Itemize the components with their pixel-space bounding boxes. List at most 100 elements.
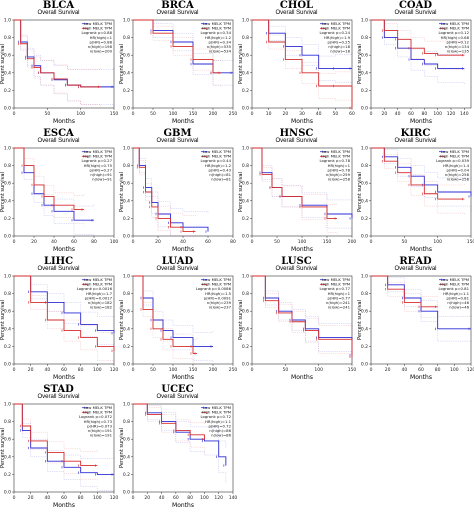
cancer-title: UCEC — [161, 384, 194, 395]
y-tick-label: 0.0 — [361, 234, 368, 240]
y-tick-label: 1.0 — [123, 402, 130, 408]
legend-entry: Low MELK TPM — [322, 277, 350, 282]
legend-entry: Low MELK TPM — [203, 149, 231, 154]
x-tick-label: 100 — [93, 367, 102, 373]
survival-curve-low-melk — [133, 147, 209, 232]
y-tick-label: 0.4 — [4, 198, 11, 204]
y-tick-label: 0.6 — [4, 53, 11, 59]
legend-entry: Low MELK TPM — [441, 277, 469, 282]
legend-entry: n(high)=46 — [447, 300, 469, 305]
y-tick-label: 0.8 — [4, 35, 11, 41]
y-tick-label: 0.8 — [361, 291, 368, 297]
survival-curve-high-melk — [133, 275, 197, 354]
survival-curve-high-melk — [133, 403, 205, 440]
legend-entry: n(high)=81 — [209, 172, 231, 177]
cancer-title: LUSC — [281, 256, 312, 267]
survival-curve-low-melk — [14, 147, 94, 221]
legend-entry: HR(high)=1.5 — [205, 291, 232, 296]
x-tick-label: 100 — [450, 367, 459, 373]
x-tick-label: 40 — [395, 111, 401, 117]
legend-entry: Low MELK TPM — [441, 21, 469, 26]
x-axis-label: Months — [172, 374, 194, 381]
survival-curve-high-melk — [252, 19, 353, 108]
legend-entry: HR(high)=1.2 — [205, 163, 232, 168]
y-tick-label: 0.6 — [361, 309, 368, 315]
x-tick-label: 150 — [467, 239, 474, 245]
x-tick-label: 100 — [433, 111, 442, 117]
x-tick-label: 100 — [314, 367, 323, 373]
chart-subtitle: Overall Survival — [37, 138, 80, 144]
y-tick-label: 0.4 — [123, 70, 130, 76]
plot-frame — [251, 275, 353, 365]
legend-entry: HR(high)=1.1 — [443, 291, 470, 296]
legend-entry: Logrank p=0.34 — [200, 30, 231, 35]
panel-coad: COAD Overall Survival 0.0 0.2 0.4 0.6 0.8 1.0 0 2… — [357, 0, 474, 126]
legend-entry: HR(high)=0.73 — [84, 419, 113, 424]
y-tick-label: 0.4 — [361, 198, 368, 204]
legend-entry: High MELK TPM — [440, 154, 469, 159]
y-tick-label: 0.4 — [123, 454, 130, 460]
x-tick-label: 20 — [381, 111, 387, 117]
x-axis-label: Months — [53, 502, 75, 509]
survival-curve-high-melk — [371, 147, 465, 200]
legend-entry: Logrank p=0.77 — [319, 286, 350, 291]
confidence-band-lower-high — [252, 275, 353, 364]
y-tick-label: 0.2 — [4, 344, 11, 350]
legend-entry: High MELK TPM — [202, 154, 231, 159]
legend-entry: HR(high)=1 — [90, 35, 113, 40]
y-tick-label: 0.8 — [242, 291, 249, 297]
legend-entry: Logrank p=0.072 — [79, 414, 113, 419]
legend-entry: Logrank p=0.0086 — [196, 286, 232, 291]
legend-entry: n(low)=135 — [447, 49, 470, 54]
panel-chol: CHOL Overall Survival 0.0 0.2 0.4 0.6 0.8 1.0 0 1… — [238, 0, 355, 126]
km-plot: 0.0 0.2 0.4 0.6 0.8 1.0 0 20 40 60 80 100 120 Months P… — [0, 274, 119, 382]
chart-subtitle: Overall Survival — [394, 10, 437, 16]
legend-entry: Low MELK TPM — [84, 21, 112, 26]
y-tick-label: 0.4 — [361, 70, 368, 76]
legend-entry: n(low)=237 — [209, 305, 232, 310]
y-tick-label: 0.6 — [361, 53, 368, 59]
x-tick-label: 150 — [189, 111, 198, 117]
confidence-band-upper-low — [371, 147, 472, 181]
y-tick-label: 0.8 — [123, 419, 130, 425]
km-plot: 0.0 0.2 0.4 0.6 0.8 1.0 0 50 100 150 Months Percent… — [357, 146, 474, 254]
cancer-title: ESCA — [43, 128, 74, 139]
y-tick-label: 0.0 — [123, 234, 130, 240]
y-tick-label: 0.6 — [242, 181, 249, 187]
y-tick-label: 0.0 — [4, 234, 11, 240]
legend-entry: Logrank p=0.81 — [438, 286, 469, 291]
confidence-band-upper-high — [133, 19, 222, 61]
confidence-band-upper-low — [14, 275, 115, 318]
confidence-band-lower-high — [252, 19, 353, 108]
legend-entry: High MELK TPM — [83, 282, 112, 287]
legend-entry: HR(high)=1 — [328, 163, 351, 168]
legend-entry: n(low)=258 — [328, 177, 351, 182]
x-tick-label: 120 — [467, 367, 474, 373]
legend-entry: n(low)=81 — [211, 177, 231, 182]
x-tick-label: 120 — [110, 367, 119, 373]
x-tick-label: 100 — [93, 495, 102, 501]
x-tick-label: 20 — [282, 111, 288, 117]
x-axis-label: Months — [53, 246, 75, 253]
y-axis-label: Percent survival — [0, 44, 6, 84]
y-tick-label: 0.8 — [361, 35, 368, 41]
x-tick-label: 250 — [229, 111, 238, 117]
km-plot: 0.0 0.2 0.4 0.6 0.8 1.0 0 10 20 30 40 50 60 Months Per… — [238, 18, 355, 126]
legend-entry: n(low)=534 — [209, 49, 232, 54]
legend-entry: Logrank p=0.27 — [81, 158, 112, 163]
legend-entry: n(high)=134 — [445, 44, 470, 49]
x-tick-label: 100 — [76, 111, 85, 117]
legend-entry: Low MELK TPM — [322, 149, 350, 154]
confidence-band-lower-high — [371, 19, 465, 72]
chart-subtitle: Overall Survival — [37, 266, 80, 272]
x-tick-label: 150 — [348, 367, 357, 373]
y-tick-label: 0.2 — [4, 216, 11, 222]
cancer-title: GBM — [163, 128, 192, 139]
confidence-band-lower-low — [14, 19, 115, 107]
chart-subtitle: Overall Survival — [156, 266, 199, 272]
survival-curve-high-melk — [14, 275, 115, 351]
km-plot: 0.0 0.2 0.4 0.6 0.8 1.0 0 20 40 60 80 100 120 Months P… — [0, 402, 118, 510]
y-tick-label: 1.0 — [123, 274, 130, 280]
x-tick-label: 200 — [348, 239, 357, 245]
x-tick-label: 60 — [408, 111, 414, 117]
